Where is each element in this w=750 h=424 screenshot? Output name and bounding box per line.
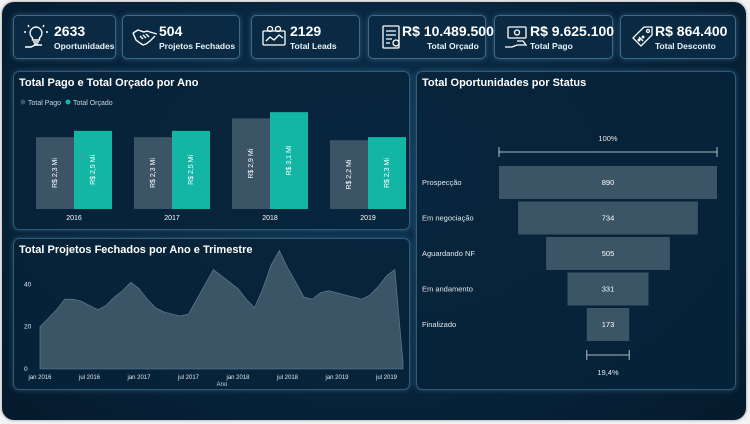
funnel-bar — [518, 201, 698, 235]
bar-category-label: 2019 — [360, 215, 376, 222]
funnel-category-label: Finalizado — [422, 320, 456, 329]
area-chart-title: Total Projetos Fechados por Ano e Trimes… — [19, 244, 253, 256]
lightbulb-hand-icon — [24, 24, 48, 48]
area-xlabel: Ano — [217, 382, 228, 388]
kpi-total-desconto[interactable]: R$ 864.400 Total Desconto — [620, 15, 736, 59]
kpi-label: Total Desconto — [655, 41, 716, 51]
kpi-label: Total Orçado — [427, 41, 479, 51]
kpi-total-leads[interactable]: 2129 Total Leads — [251, 15, 360, 59]
bar-chart-title: Total Pago e Total Orçado por Ano — [19, 77, 199, 89]
kpi-value: R$ 864.400 — [655, 23, 728, 39]
legend-orcado-label: Total Orçado — [73, 100, 113, 107]
bar-data-label: R$ 2,5 Mi — [188, 155, 195, 185]
legend-pago-swatch — [20, 99, 26, 105]
bar-data-label: R$ 2,3 Mi — [384, 158, 391, 188]
kpi-label: Projetos Fechados — [159, 41, 236, 51]
bar-orcado — [74, 130, 112, 209]
area-xtick-label: jul 2019 — [375, 375, 398, 381]
bar-pago — [232, 118, 270, 209]
kpi-value: 504 — [159, 23, 183, 39]
discount-tag-icon — [632, 26, 653, 47]
area-xtick-label: jan 2017 — [126, 375, 151, 381]
area-ytick-label: 0 — [24, 366, 28, 373]
funnel-value-label: 173 — [602, 320, 615, 329]
funnel-category-label: Em andamento — [422, 285, 473, 294]
bar-category-label: 2018 — [262, 215, 278, 222]
money-hand-icon — [505, 26, 528, 48]
funnel-bar — [567, 272, 649, 306]
bar-orcado — [172, 130, 210, 209]
bar-pago — [36, 137, 74, 209]
funnel-value-label: 505 — [602, 249, 615, 258]
funnel-chart: 100% 19,4% 890 Prospecção 734 Em negociação… — [422, 134, 718, 377]
bar-data-label: R$ 3,1 Mi — [286, 145, 293, 175]
funnel-category-label: Prospecção — [422, 178, 462, 187]
kpi-label: Total Leads — [290, 41, 337, 51]
bar-chart: Total Pago Total Orçado R$ 2,3 Mi R$ 2,5 … — [20, 99, 406, 222]
kpi-label: Oportunidades — [54, 41, 115, 51]
kpi-value: 2633 — [54, 23, 86, 39]
bar-pago — [330, 140, 368, 209]
bar-chart-panel: Total Pago e Total Orçado por Ano Total … — [13, 71, 410, 230]
area-ytick-label: 40 — [24, 281, 32, 288]
funnel-bar — [586, 308, 630, 341]
area-chart-panel: Total Projetos Fechados por Ano e Trimes… — [13, 238, 410, 390]
bar-pago — [134, 137, 172, 209]
funnel-value-label: 890 — [602, 178, 615, 187]
leads-icon — [262, 25, 286, 46]
area-xtick-label: jul 2016 — [78, 375, 101, 381]
area-xtick-label: jan 2018 — [225, 375, 250, 381]
bar-data-label: R$ 2,5 Mi — [90, 155, 97, 185]
dashboard-frame: 2633 Oportunidades 504 Projetos Fechados… — [2, 2, 746, 420]
bar-data-label: R$ 2,2 Mi — [346, 159, 353, 189]
kpi-oportunidades[interactable]: 2633 Oportunidades — [13, 15, 116, 59]
bar-data-label: R$ 2,3 Mi — [150, 158, 157, 188]
funnel-title: Total Oportunidades por Status — [422, 77, 587, 89]
bar-data-label: R$ 2,3 Mi — [52, 158, 59, 188]
area-series — [39, 249, 404, 370]
bar-orcado — [368, 137, 406, 209]
bar-category-label: 2017 — [164, 215, 180, 222]
legend-pago-label: Total Pago — [28, 100, 61, 107]
bar-data-label: R$ 2,9 Mi — [248, 148, 255, 178]
funnel-category-label: Aguardando NF — [422, 249, 475, 258]
funnel-bar — [499, 166, 717, 199]
handshake-icon — [132, 29, 158, 46]
funnel-panel: Total Oportunidades por Status 100% 19,4… — [416, 71, 736, 390]
kpi-total-orcado[interactable]: R$ 10.489.500 Total Orçado — [368, 15, 494, 59]
funnel-bottom-percent: 19,4% — [597, 368, 619, 377]
bar-orcado — [270, 112, 308, 209]
area-xtick-label: jul 2018 — [276, 375, 299, 381]
funnel-top-percent: 100% — [598, 134, 618, 143]
area-chart: Ano 0 20 40 jan 2016 jul 2016 jan 2017 jul 201… — [24, 249, 404, 388]
area-xtick-label: jan 2016 — [27, 375, 52, 381]
kpi-label: Total Pago — [530, 41, 573, 51]
kpi-value: R$ 9.625.100 — [530, 23, 615, 39]
funnel-category-label: Em negociação — [422, 214, 474, 223]
funnel-value-label: 734 — [602, 214, 615, 223]
kpi-total-pago[interactable]: R$ 9.625.100 Total Pago — [494, 15, 615, 59]
funnel-bar — [546, 237, 670, 270]
area-ytick-label: 20 — [24, 324, 32, 331]
funnel-value-label: 331 — [602, 285, 615, 294]
budget-document-icon — [382, 25, 400, 49]
kpi-projetos-fechados[interactable]: 504 Projetos Fechados — [122, 15, 240, 59]
kpi-value: R$ 10.489.500 — [402, 23, 494, 39]
bar-category-label: 2016 — [66, 215, 82, 222]
area-xtick-label: jan 2019 — [324, 375, 349, 381]
kpi-value: 2129 — [290, 23, 322, 39]
area-xtick-label: jul 2017 — [177, 375, 200, 381]
legend-orcado-swatch — [65, 99, 71, 105]
